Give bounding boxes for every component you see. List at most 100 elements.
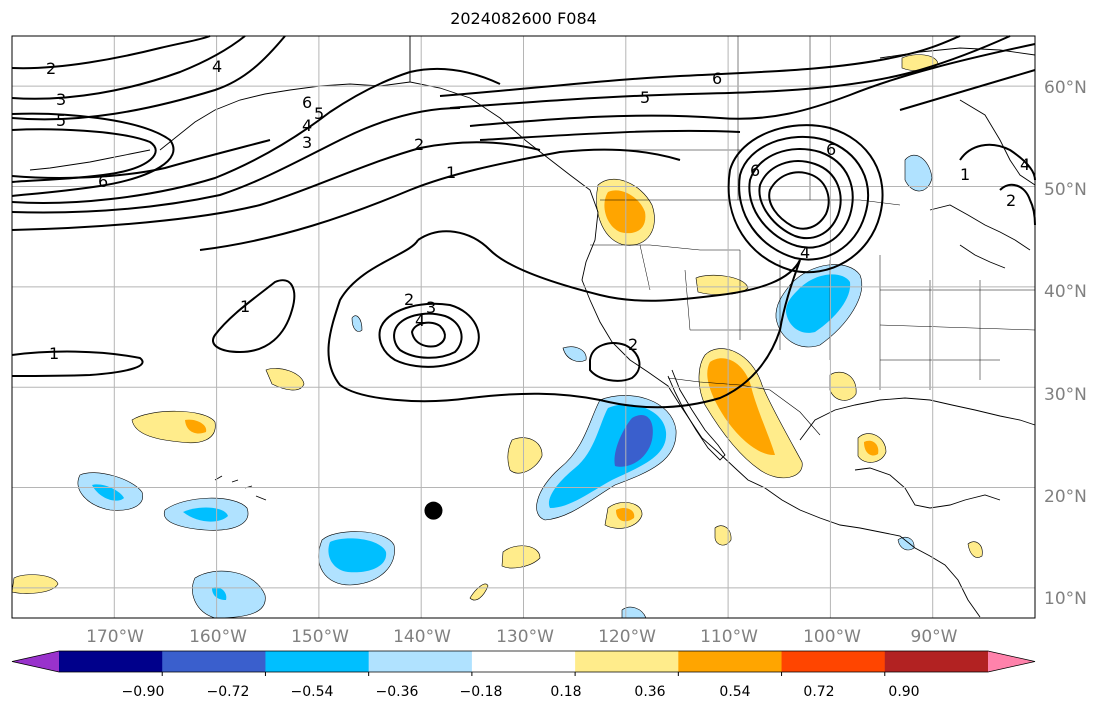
trough-loop-2 bbox=[327, 239, 801, 409]
lat-tick-label: 40°N bbox=[1044, 282, 1087, 302]
positive-anomaly-blob-17 bbox=[469, 583, 489, 601]
lon-tick-label: 100°W bbox=[803, 627, 861, 647]
negative-anomaly-south-core bbox=[212, 587, 227, 600]
colorbar-tick-label: 0.36 bbox=[634, 684, 666, 700]
colorbar-segment bbox=[884, 651, 989, 672]
contour-1-east bbox=[959, 143, 1036, 181]
colorbar bbox=[11, 650, 1036, 676]
contour-label: 5 bbox=[314, 104, 324, 123]
contour-4-jet bbox=[469, 43, 1036, 127]
contour-label: 6 bbox=[826, 140, 836, 159]
contour-1-main bbox=[199, 148, 681, 251]
closed-high-4 bbox=[758, 160, 842, 240]
baja-california bbox=[667, 369, 726, 461]
state-borders bbox=[590, 244, 1036, 390]
colorbar-segment bbox=[162, 651, 266, 672]
positive-anomaly-mexico-core bbox=[707, 358, 775, 456]
positive-anomaly-blob-3-core bbox=[616, 507, 635, 522]
contour-label: 1 bbox=[960, 165, 970, 184]
contour-3-jet bbox=[479, 69, 1036, 141]
negative-anomaly-blob-14 bbox=[897, 536, 915, 551]
contour-5-north bbox=[11, 35, 286, 121]
positive-anomaly-blob-4 bbox=[501, 545, 541, 569]
colorbar-segment bbox=[59, 651, 163, 672]
north-america-west-coast bbox=[409, 36, 981, 618]
contour-label: 2 bbox=[46, 59, 56, 78]
yucatan bbox=[854, 467, 1001, 509]
closed-low-mid bbox=[393, 312, 463, 359]
aleutians bbox=[29, 149, 151, 171]
negative-anomaly-east-pacific-core bbox=[328, 538, 387, 573]
contour-label-layer: 2 3 5 6 4 6 5 4 3 2 1 6 5 6 1 2 2 3 4 1 … bbox=[46, 57, 1030, 363]
lon-tick-label: 160°W bbox=[189, 627, 247, 647]
positive-anomaly-blob-6 bbox=[695, 275, 749, 295]
contour-3-north bbox=[11, 35, 246, 100]
contour-label: 4 bbox=[800, 243, 810, 262]
contour-lines bbox=[11, 35, 1036, 409]
positive-anomaly-blob-5 bbox=[11, 574, 59, 594]
colorbar-tick-label: −0.36 bbox=[375, 684, 419, 700]
great-lakes bbox=[929, 204, 1031, 269]
contour-2-north bbox=[11, 35, 211, 70]
closed-high-2 bbox=[738, 135, 870, 261]
map-frame bbox=[11, 35, 1036, 619]
contour-label: 3 bbox=[426, 298, 436, 317]
colorbar-segment bbox=[368, 651, 473, 672]
positive-anomaly-central-pacific-core bbox=[185, 419, 207, 434]
positive-anomaly-pnw-core bbox=[604, 190, 646, 234]
lon-tick-label: 150°W bbox=[291, 627, 349, 647]
coastlines bbox=[29, 36, 1036, 618]
colorbar-tick-label: −0.72 bbox=[206, 684, 250, 700]
lon-tick-label: 110°W bbox=[700, 627, 758, 647]
lat-tick-label: 60°N bbox=[1044, 78, 1087, 98]
trough-loop bbox=[417, 230, 801, 302]
colorbar-tick-label: 0.54 bbox=[719, 684, 751, 700]
positive-anomaly-blob-2 bbox=[507, 437, 543, 474]
gulf-coast bbox=[799, 397, 1036, 441]
contour-label: 2 bbox=[1006, 191, 1016, 210]
lon-tick-label: 170°W bbox=[86, 627, 144, 647]
colorbar-extend-low bbox=[12, 651, 59, 672]
negative-anomaly-blob-12 bbox=[562, 346, 587, 362]
negative-anomaly-blob-13 bbox=[351, 315, 363, 332]
contour-label: 6 bbox=[98, 172, 108, 191]
contour-3-main bbox=[11, 107, 461, 214]
hawaii-islands bbox=[214, 475, 267, 501]
contour-6-west-inner bbox=[11, 128, 157, 183]
contour-1-southwest-low bbox=[589, 342, 641, 382]
contour-label: 4 bbox=[415, 311, 425, 330]
negative-anomaly-blob-11 bbox=[904, 154, 933, 192]
lon-tick-label: 90°W bbox=[910, 627, 958, 647]
contour-2-main bbox=[11, 141, 541, 231]
lat-tick-label: 50°N bbox=[1044, 180, 1087, 200]
colorbar-segment bbox=[678, 651, 783, 672]
closed-low-inner bbox=[410, 321, 446, 348]
contour-label: 1 bbox=[49, 344, 59, 363]
lat-tick-label: 10°N bbox=[1044, 589, 1087, 609]
contour-5-west-inner bbox=[11, 112, 175, 197]
lon-tick-label: 120°W bbox=[598, 627, 656, 647]
colorbar-tick-label: −0.90 bbox=[121, 684, 165, 700]
contour-1-far-west bbox=[11, 350, 144, 377]
lon-tick-label: 140°W bbox=[393, 627, 451, 647]
contour-label: 4 bbox=[212, 57, 222, 76]
contour-label: 1 bbox=[446, 163, 456, 182]
positive-anomaly-central-pacific bbox=[131, 410, 216, 444]
colorbar-tick-label: 0.90 bbox=[888, 684, 920, 700]
contour-label: 2 bbox=[628, 335, 638, 354]
closed-high-outer bbox=[727, 124, 884, 274]
contour-label: 1 bbox=[240, 297, 250, 316]
colorbar-tick-label: −0.18 bbox=[459, 684, 503, 700]
colorbar-segment bbox=[781, 651, 886, 672]
contour-label: 2 bbox=[414, 135, 424, 154]
lon-tick-label: 130°W bbox=[496, 627, 554, 647]
negative-anomaly-south bbox=[192, 570, 266, 619]
lat-tick-label: 30°N bbox=[1044, 385, 1087, 405]
contour-label: 3 bbox=[56, 90, 66, 109]
colorbar-segment bbox=[265, 651, 370, 672]
colorbar-tick-label: 0.72 bbox=[803, 684, 835, 700]
colorbar-tick-label: 0.18 bbox=[550, 684, 582, 700]
colorbar-outline bbox=[11, 650, 1036, 673]
map-title: 2024082600 F084 bbox=[450, 9, 597, 28]
